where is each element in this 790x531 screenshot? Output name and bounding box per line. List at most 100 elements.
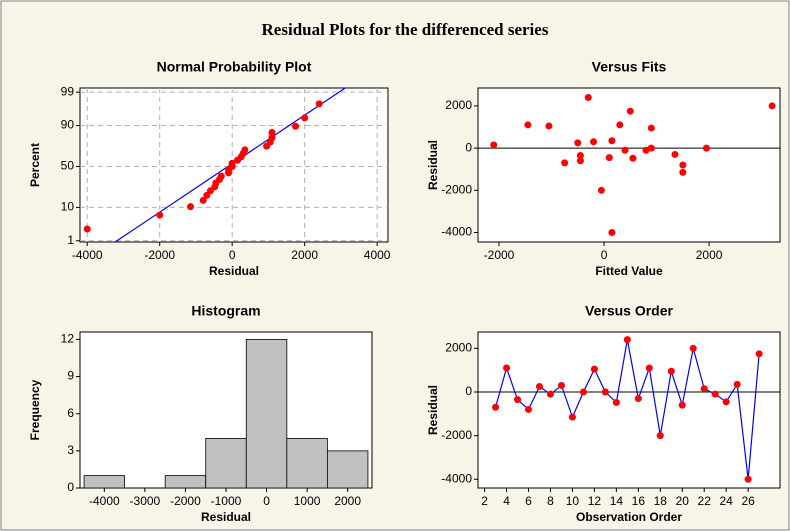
x-tick-label: -3000 (130, 494, 161, 508)
point (722, 398, 730, 406)
point (597, 186, 605, 194)
point (702, 144, 710, 152)
bar (326, 450, 369, 489)
x-tick-label: -4000 (72, 248, 103, 262)
bar (245, 339, 288, 489)
x-tick-label: 2 (481, 494, 488, 508)
point (616, 121, 624, 129)
x-tick-label: 16 (632, 494, 646, 508)
panel-title: Versus Fits (592, 59, 667, 75)
point (623, 336, 631, 344)
x-tick-label: 0 (263, 494, 270, 508)
y-axis-label: Percent (28, 143, 42, 187)
point (514, 396, 522, 404)
y-tick-label: 3 (67, 443, 74, 457)
y-tick-label: 2000 (445, 341, 472, 355)
point (561, 159, 569, 167)
point (301, 114, 309, 122)
y-tick-label: 0 (67, 480, 74, 494)
point (626, 107, 634, 115)
point (678, 401, 686, 409)
point (584, 93, 592, 101)
point (503, 364, 511, 372)
x-tick-label: -2000 (144, 248, 175, 262)
panel-title: Versus Order (585, 303, 673, 319)
point (292, 122, 300, 130)
point (492, 403, 500, 411)
point (535, 383, 543, 391)
point (187, 203, 195, 211)
y-axis-label: Frequency (28, 379, 42, 440)
point (608, 137, 616, 145)
y-tick-label: 1 (67, 233, 74, 247)
point (590, 138, 598, 146)
point (642, 146, 650, 154)
x-tick-label: -4000 (89, 494, 120, 508)
point (268, 129, 276, 137)
x-tick-label: -2000 (170, 494, 201, 508)
x-tick-label: 24 (720, 494, 734, 508)
x-tick-label: 0 (601, 248, 608, 262)
y-tick-label: 10 (61, 200, 75, 214)
y-tick-label: 12 (61, 332, 75, 346)
point (524, 121, 532, 129)
x-tick-label: -2000 (484, 248, 515, 262)
point (268, 134, 276, 142)
point (601, 388, 609, 396)
point (667, 367, 675, 375)
point (315, 100, 323, 108)
x-tick-label: 12 (588, 494, 602, 508)
x-tick-label: 26 (741, 494, 755, 508)
point (645, 364, 653, 372)
point (679, 161, 687, 169)
panel-title: Histogram (191, 303, 260, 319)
x-tick-label: 18 (654, 494, 668, 508)
point (576, 152, 584, 160)
x-tick-label: -1000 (211, 494, 242, 508)
point (733, 380, 741, 388)
x-tick-label: 8 (547, 494, 554, 508)
x-axis-label: Residual (209, 264, 259, 278)
point (689, 344, 697, 352)
x-tick-label: 4000 (364, 248, 391, 262)
x-axis-label: Fitted Value (595, 264, 663, 278)
y-axis-label: Residual (426, 140, 440, 190)
y-tick-label: 2000 (445, 98, 472, 112)
point (612, 398, 620, 406)
point (608, 229, 616, 237)
point (755, 350, 763, 358)
point (241, 146, 249, 154)
point (647, 124, 655, 132)
plot-area (477, 331, 781, 489)
point (557, 381, 565, 389)
point (629, 154, 637, 162)
x-tick-label: 10 (566, 494, 580, 508)
point (605, 154, 613, 162)
point (576, 157, 584, 165)
point (700, 385, 708, 393)
point (590, 365, 598, 373)
point (199, 196, 207, 204)
x-tick-label: 0 (229, 248, 236, 262)
x-tick-label: 20 (676, 494, 690, 508)
x-tick-label: 22 (698, 494, 712, 508)
x-tick-label: 2000 (696, 248, 723, 262)
bar (164, 475, 207, 489)
x-axis-label: Residual (201, 510, 251, 524)
point (621, 146, 629, 154)
panel-title: Normal Probability Plot (157, 59, 312, 75)
y-tick-label: 0 (465, 384, 472, 398)
point (671, 150, 679, 158)
y-tick-label: -4000 (441, 471, 472, 485)
y-tick-label: 99 (61, 84, 75, 98)
x-tick-label: 6 (525, 494, 532, 508)
point (83, 225, 91, 233)
y-tick-label: -2000 (441, 182, 472, 196)
point (744, 475, 752, 483)
point (579, 388, 587, 396)
point (217, 172, 225, 180)
bar (205, 438, 247, 489)
y-tick-label: -2000 (441, 428, 472, 442)
